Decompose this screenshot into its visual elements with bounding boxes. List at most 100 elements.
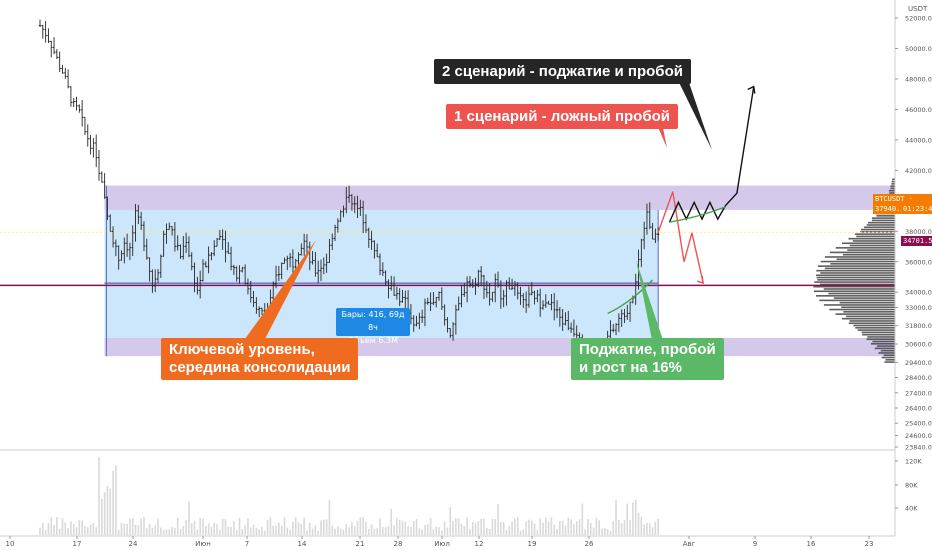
volume-bar — [126, 524, 128, 535]
volume-bar — [233, 521, 235, 535]
volume-profile-bar — [817, 265, 895, 267]
y-tick-label: 25400.00 — [905, 420, 932, 428]
volume-bar — [432, 529, 435, 535]
volume-profile-bar — [870, 343, 895, 345]
volume-bar — [112, 470, 114, 535]
volume-bar — [261, 527, 263, 535]
volume-bar — [575, 521, 578, 535]
volume-profile-bar — [891, 183, 895, 185]
volume-bar — [53, 525, 55, 535]
y-tick-label: 52000.00 — [905, 15, 932, 23]
volume-profile-bar — [843, 311, 895, 313]
volume-bar — [533, 523, 536, 535]
volume-bar — [463, 526, 466, 535]
volume-bar — [123, 523, 126, 535]
volume-bar — [70, 521, 72, 535]
volume-bar — [171, 527, 173, 535]
volume-profile-bar — [885, 359, 895, 361]
volume-profile-bar — [824, 256, 895, 258]
volume-bar — [188, 501, 190, 535]
annotation-key-level: Ключевой уровень, середина консолидации — [161, 338, 359, 380]
volume-bar — [505, 530, 508, 535]
volume-profile-bar — [891, 180, 895, 183]
volume-profile-bar — [828, 292, 895, 295]
volume-bar — [421, 529, 423, 535]
volume-bar — [61, 518, 64, 535]
volume-bar — [202, 518, 204, 535]
volume-bar — [115, 465, 117, 535]
volume-bar — [632, 502, 634, 535]
growth-pointer — [636, 260, 663, 340]
volume-bar — [247, 518, 249, 535]
volume-profile-bar — [841, 306, 895, 309]
volume-bar — [516, 517, 519, 535]
x-tick-label: 12 — [475, 540, 484, 548]
volume-profile-bar — [836, 258, 895, 261]
volume-bar — [404, 521, 407, 535]
volume-bar — [612, 521, 615, 535]
volume-bar — [508, 526, 511, 535]
volume-bar — [654, 521, 657, 535]
volume-bar — [179, 529, 182, 535]
volume-bar — [317, 530, 319, 535]
volume-bar — [137, 525, 140, 535]
volume-bar — [185, 519, 187, 535]
volume-bar — [283, 517, 286, 535]
volume-bar — [292, 521, 294, 535]
volume-bar — [426, 524, 429, 535]
volume-profile-bar — [830, 263, 895, 265]
volume-profile-bar — [841, 242, 895, 245]
volume-bar — [272, 525, 275, 535]
volume-profile-bar — [823, 304, 895, 306]
volume-profile-bar — [848, 322, 895, 325]
measure-bars-text: Бары: 416, 69д 8ч — [341, 310, 405, 332]
y-tick-label: 36000.00 — [905, 258, 932, 266]
volume-bar — [103, 492, 106, 535]
volume-bar — [651, 527, 654, 535]
y-tick-label: 50000.00 — [905, 45, 932, 53]
volume-bar — [224, 519, 227, 535]
volume-bar — [266, 519, 269, 535]
volume-bar — [193, 520, 196, 535]
x-tick-label: 17 — [73, 540, 82, 548]
volume-bar — [648, 523, 651, 535]
volume-bar — [401, 520, 404, 535]
volume-bar — [339, 528, 342, 535]
volume-profile-bar — [862, 333, 895, 336]
y-tick-label: 46000.00 — [905, 106, 932, 114]
volume-bar — [606, 529, 609, 535]
consolidation-range — [104, 185, 895, 357]
volume-bar — [626, 503, 629, 535]
volume-profile-bar — [876, 345, 895, 347]
volume-profile-bar — [849, 244, 895, 247]
volume-bar — [306, 530, 308, 535]
volume-bar — [620, 523, 623, 535]
volume-profile-bar — [872, 340, 895, 343]
volume-profile-bar — [874, 347, 895, 350]
volume-bar — [424, 525, 426, 535]
volume-bar — [44, 529, 47, 535]
volume-bar — [500, 521, 502, 535]
volume-bar — [643, 524, 645, 535]
volume-bar — [258, 529, 260, 535]
volume-bar — [129, 518, 131, 535]
volume-profile-bar — [816, 269, 895, 272]
volume-profile-bar — [857, 329, 895, 331]
volume-bar — [278, 522, 280, 535]
volume-bar — [542, 522, 544, 535]
volume-bar — [379, 518, 381, 535]
volume-profile-bar — [890, 187, 895, 190]
volume-bar — [390, 508, 393, 535]
volume-bar — [438, 526, 440, 535]
volume-bar — [162, 530, 165, 535]
volume-bar — [398, 519, 401, 535]
y-tick-label: 44000.00 — [905, 136, 932, 144]
volume-bar — [393, 525, 395, 535]
volume-bar — [362, 517, 364, 535]
volume-bar — [249, 527, 252, 535]
volume-profile-bar — [867, 336, 895, 338]
volume-profile-bar — [823, 288, 895, 290]
volume-bar — [67, 527, 69, 535]
volume-bar — [210, 526, 213, 535]
volume-bar — [300, 524, 303, 535]
